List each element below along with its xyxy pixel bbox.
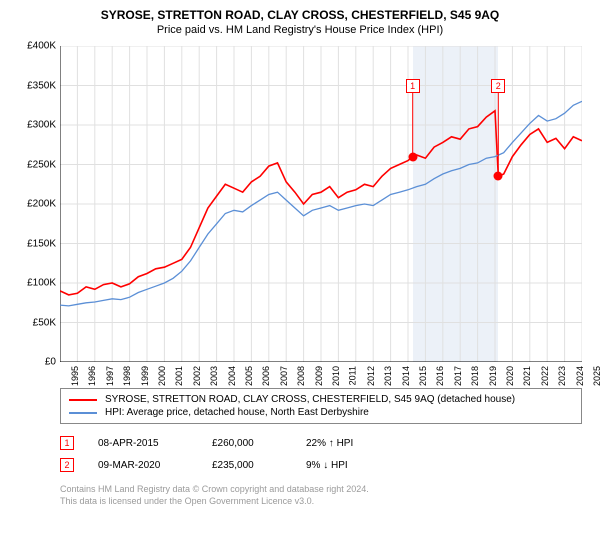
x-tick-label: 2013 xyxy=(383,366,393,386)
x-tick-label: 2016 xyxy=(435,366,445,386)
sale-rows: 1 08-APR-2015 £260,000 22% ↑ HPI 2 09-MAR-202… xyxy=(60,432,582,476)
sale-marker-label: 1 xyxy=(406,79,420,93)
sale-row-price: £260,000 xyxy=(212,438,282,449)
x-tick-label: 2015 xyxy=(418,366,428,386)
legend-swatch xyxy=(69,399,97,401)
x-tick-label: 2000 xyxy=(157,366,167,386)
legend-label: SYROSE, STRETTON ROAD, CLAY CROSS, CHEST… xyxy=(105,394,515,405)
sale-row: 1 08-APR-2015 £260,000 22% ↑ HPI xyxy=(60,432,582,454)
y-tick-label: £200K xyxy=(27,199,56,210)
y-axis: £0£50K£100K£150K£200K£250K£300K£350K£400… xyxy=(12,46,60,362)
x-tick-label: 2017 xyxy=(453,366,463,386)
chart-title: SYROSE, STRETTON ROAD, CLAY CROSS, CHEST… xyxy=(12,8,588,22)
x-tick-label: 2002 xyxy=(192,366,202,386)
y-tick-label: £100K xyxy=(27,278,56,289)
sale-marker-dot xyxy=(408,152,417,161)
x-tick-label: 2023 xyxy=(557,366,567,386)
x-tick-label: 2008 xyxy=(296,366,306,386)
legend-swatch xyxy=(69,412,97,414)
sale-marker-dot xyxy=(494,172,503,181)
x-tick-label: 2001 xyxy=(174,366,184,386)
legend-item: SYROSE, STRETTON ROAD, CLAY CROSS, CHEST… xyxy=(69,393,573,406)
chart-subtitle: Price paid vs. HM Land Registry's House … xyxy=(12,24,588,36)
footnote: Contains HM Land Registry data © Crown c… xyxy=(60,484,582,507)
x-tick-label: 2021 xyxy=(522,366,532,386)
x-tick-label: 2020 xyxy=(505,366,515,386)
sale-row-price: £235,000 xyxy=(212,460,282,471)
chart: £0 £50K £100K £150K £200K £250K £300K £350K £400… xyxy=(12,42,588,382)
sale-row-hpi: 9% ↓ HPI xyxy=(306,460,386,471)
x-tick-label: 2024 xyxy=(575,366,585,386)
x-tick-label: 2009 xyxy=(314,366,324,386)
legend: SYROSE, STRETTON ROAD, CLAY CROSS, CHEST… xyxy=(60,388,582,424)
x-tick-label: 2019 xyxy=(488,366,498,386)
y-tick-label: £400K xyxy=(27,41,56,52)
sale-row: 2 09-MAR-2020 £235,000 9% ↓ HPI xyxy=(60,454,582,476)
chart-svg xyxy=(60,46,582,362)
sale-marker-label: 2 xyxy=(491,79,505,93)
x-tick-label: 2006 xyxy=(261,366,271,386)
footnote-line: Contains HM Land Registry data © Crown c… xyxy=(60,484,582,496)
sale-row-hpi: 22% ↑ HPI xyxy=(306,438,386,449)
x-tick-label: 1999 xyxy=(140,366,150,386)
y-tick-label: £0 xyxy=(45,357,56,368)
x-tick-label: 2018 xyxy=(470,366,480,386)
x-tick-label: 2012 xyxy=(366,366,376,386)
x-tick-label: 2014 xyxy=(401,366,411,386)
y-tick-label: £250K xyxy=(27,159,56,170)
footnote-line: This data is licensed under the Open Gov… xyxy=(60,496,582,508)
x-tick-label: 2025 xyxy=(592,366,600,386)
x-tick-label: 1997 xyxy=(105,366,115,386)
x-tick-label: 2007 xyxy=(279,366,289,386)
x-tick-label: 2003 xyxy=(209,366,219,386)
sale-row-number: 1 xyxy=(60,436,74,450)
x-tick-label: 2011 xyxy=(348,366,358,385)
x-tick-label: 2022 xyxy=(540,366,550,386)
x-tick-label: 2010 xyxy=(331,366,341,386)
legend-label: HPI: Average price, detached house, Nort… xyxy=(105,407,369,418)
x-tick-label: 2004 xyxy=(227,366,237,386)
x-axis: 1995199619971998199920002001200220032004… xyxy=(60,362,582,382)
legend-item: HPI: Average price, detached house, Nort… xyxy=(69,406,573,419)
x-tick-label: 1995 xyxy=(70,366,80,386)
x-tick-label: 1996 xyxy=(87,366,97,386)
plot-area: 12 xyxy=(60,46,582,362)
y-tick-label: £300K xyxy=(27,120,56,131)
y-tick-label: £50K xyxy=(33,317,56,328)
sale-row-date: 08-APR-2015 xyxy=(98,438,188,449)
y-tick-label: £350K xyxy=(27,80,56,91)
x-tick-label: 2005 xyxy=(244,366,254,386)
sale-row-date: 09-MAR-2020 xyxy=(98,460,188,471)
sale-row-number: 2 xyxy=(60,458,74,472)
x-tick-label: 1998 xyxy=(122,366,132,386)
y-tick-label: £150K xyxy=(27,238,56,249)
